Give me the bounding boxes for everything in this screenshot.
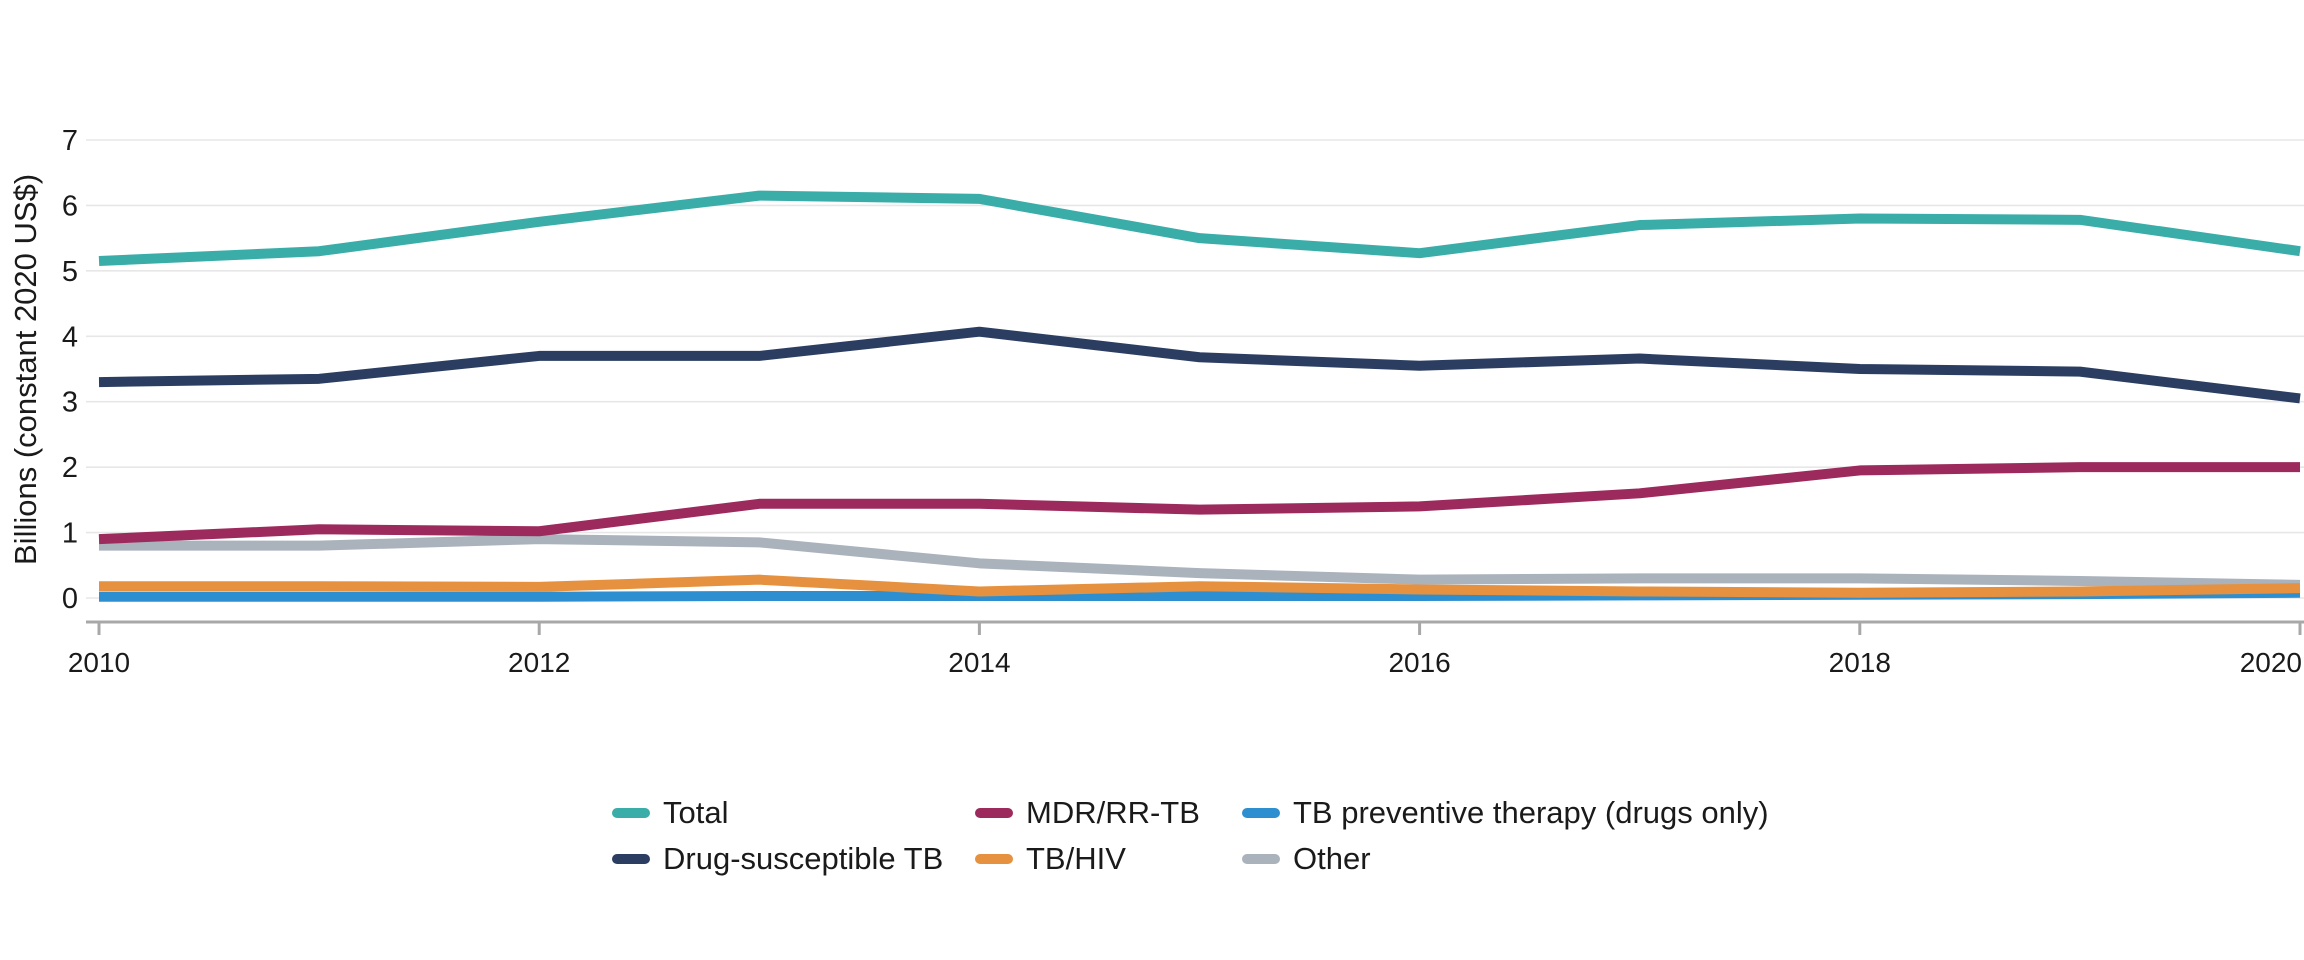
legend: Total MDR/RR-TB TB preventive therapy (dru… [612,790,1769,882]
legend-item-other: Other [1242,836,1769,882]
line-drug-susceptible-tb [98,326,2301,404]
x-tick-label-2014: 2014 [948,647,1010,678]
y-tick-label-1: 1 [62,518,78,550]
y-tick-label-2: 2 [62,452,78,484]
y-tick-label-5: 5 [62,256,78,288]
y-tick-label-4: 4 [62,321,78,353]
legend-item-total: Total [612,790,975,836]
legend-label-drug-susceptible-tb: Drug-susceptible TB [663,841,944,876]
x-tick-label-2012: 2012 [508,647,570,678]
legend-swatch-total [612,808,650,818]
legend-label-other: Other [1293,841,1371,876]
legend-swatch-tb-preventive-therapy-drugs-only [1242,808,1280,818]
legend-item-mdr-rr-tb: MDR/RR-TB [975,790,1242,836]
x-tick-label-2016: 2016 [1388,647,1450,678]
line-tb-hiv [99,574,2301,598]
legend-item-drug-susceptible-tb: Drug-susceptible TB [612,836,975,882]
legend-swatch-other [1242,854,1280,864]
line-total [98,190,2301,267]
x-tick-label-2010: 2010 [68,647,130,678]
legend-label-tb-hiv: TB/HIV [1026,841,1126,876]
legend-swatch-drug-susceptible-tb [612,854,650,864]
y-tick-label-6: 6 [62,190,78,222]
legend-label-total: Total [663,795,729,830]
y-tick-label-7: 7 [62,125,78,157]
x-tick-label-2018: 2018 [1829,647,1891,678]
legend-item-tb-hiv: TB/HIV [975,836,1242,882]
y-tick-label-0: 0 [62,583,78,615]
legend-item-tb-preventive-therapy-drugs-only: TB preventive therapy (drugs only) [1242,790,1769,836]
y-tick-label-3: 3 [62,387,78,419]
legend-swatch-tb-hiv [975,854,1013,864]
legend-swatch-mdr-rr-tb [975,808,1013,818]
x-tick-label-2020: 2020 [2240,647,2302,678]
line-mdr-rr-tb [98,462,2300,545]
line-other [99,534,2301,590]
legend-label-mdr-rr-tb: MDR/RR-TB [1026,795,1200,830]
y-axis-title: Billions (constant 2020 US$) [8,173,43,565]
legend-label-tb-preventive-therapy-drugs-only: TB preventive therapy (drugs only) [1293,795,1769,830]
